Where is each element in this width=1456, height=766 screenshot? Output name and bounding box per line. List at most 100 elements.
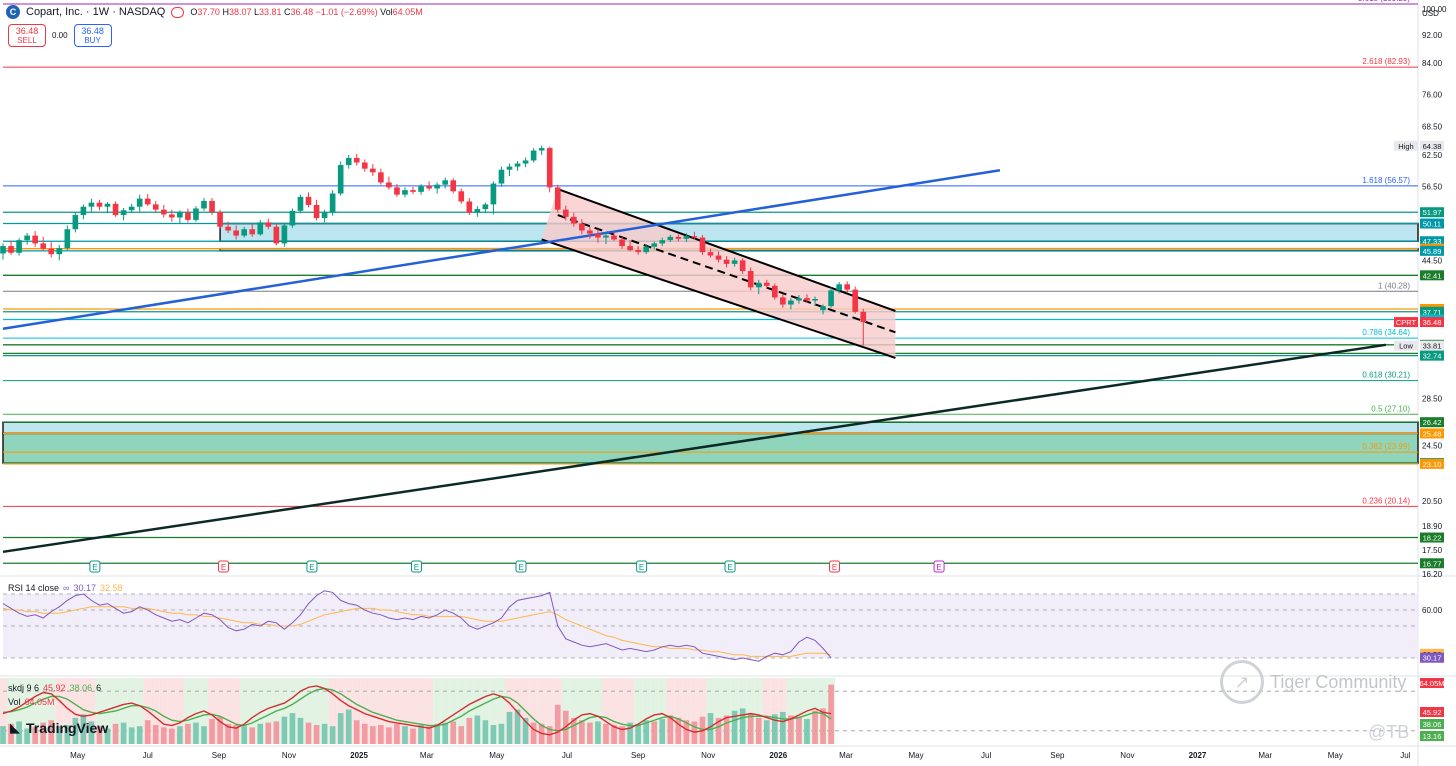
settings-icon[interactable]: ∞	[63, 583, 70, 593]
candle	[530, 148, 537, 163]
skdj-shade	[103, 678, 112, 744]
candle	[514, 160, 521, 171]
skdj-shade	[0, 678, 8, 744]
volume-legend[interactable]: Vol 64.05M	[8, 697, 55, 707]
skdj-value-tag	[1420, 707, 1444, 717]
candle	[80, 204, 87, 220]
skdj-value-text: 45.92	[1423, 708, 1442, 717]
candle	[699, 234, 706, 255]
level-price-tag	[1420, 236, 1444, 247]
volume-bar	[466, 717, 473, 744]
price-label-tag	[1394, 340, 1418, 351]
candle-body	[80, 206, 87, 216]
volume-bar	[249, 727, 256, 744]
candle-body	[257, 222, 264, 235]
volume-bar	[128, 727, 135, 744]
candle	[554, 184, 561, 213]
skdj-shade	[626, 678, 635, 744]
candle	[426, 181, 432, 191]
candle	[466, 198, 473, 216]
candle	[844, 281, 850, 293]
candle	[144, 194, 151, 207]
candle-body	[209, 200, 215, 213]
candle	[707, 248, 714, 258]
skdj-legend[interactable]: skdj 9 6 45.92 38.06 6	[8, 683, 102, 693]
candle	[796, 295, 802, 304]
tradingview-logo[interactable]: ◣ TradingView	[10, 720, 109, 736]
volume-bar	[402, 726, 408, 744]
volume-bar	[193, 722, 199, 744]
time-tick: 2026	[769, 751, 787, 760]
candle-body	[418, 186, 424, 192]
candle-body	[426, 186, 432, 189]
candle-body	[249, 229, 256, 235]
volume-bar	[394, 723, 400, 744]
level-price-text: 16.77	[1423, 559, 1442, 568]
candle-body	[723, 259, 730, 264]
level-price-text: 25.48	[1423, 429, 1442, 438]
level-price-text: 42.41	[1423, 271, 1442, 280]
volume-bar	[136, 726, 143, 744]
skdj-shade	[585, 678, 594, 744]
time-tick: May	[70, 751, 85, 760]
candle-body	[747, 271, 754, 288]
candle-body	[675, 236, 682, 239]
chart-header: C Copart, Inc. · 1W · NASDAQ O37.70 H38.…	[6, 5, 423, 19]
fib-label: 1 (40.28)	[1378, 281, 1410, 290]
skdj-shade	[167, 678, 176, 744]
candle	[450, 178, 457, 194]
symbol-title[interactable]: Copart, Inc. · 1W · NASDAQ	[26, 6, 166, 18]
skdj-shade	[770, 678, 779, 744]
volume-bar	[426, 726, 432, 744]
skdj-shade	[698, 678, 707, 744]
sell-button[interactable]: 36.48 SELL	[8, 24, 46, 47]
visibility-icon[interactable]	[171, 6, 185, 18]
skdj-shade	[256, 678, 265, 744]
skdj-shade	[601, 678, 611, 744]
skdj-shade	[95, 678, 104, 744]
skdj-shade	[682, 678, 691, 744]
high-price-label: High 64.38	[1394, 140, 1444, 151]
candle-body	[482, 204, 489, 210]
skdj-shade	[336, 678, 345, 744]
candle-body	[442, 180, 449, 185]
candle	[72, 212, 79, 233]
volume-bar	[16, 721, 22, 744]
support-zone	[2, 421, 1419, 435]
candle-body	[514, 163, 521, 167]
earnings-badge	[515, 560, 527, 573]
volume-bar	[160, 727, 167, 744]
price-tick: 20.50	[1422, 497, 1443, 506]
skdj-shade	[240, 678, 249, 744]
price-tick: 92.00	[1422, 31, 1443, 40]
skdj-shade	[384, 678, 393, 744]
candle	[321, 209, 328, 223]
candle	[209, 198, 215, 216]
skdj-shade	[79, 678, 88, 744]
volume-bar	[209, 719, 215, 744]
candle-body	[643, 246, 649, 253]
volume-bar	[313, 724, 320, 744]
level-price-text: 47.33	[1423, 237, 1442, 246]
earnings-badge	[636, 560, 648, 573]
volume-bar	[514, 709, 521, 744]
candle	[378, 168, 384, 185]
volume-bar	[169, 728, 175, 744]
volume-bar	[345, 709, 352, 744]
candle	[458, 188, 465, 204]
rsi-legend[interactable]: RSI 14 close ∞ 30.17 32.58	[8, 583, 123, 593]
price-label-text: Low	[1399, 342, 1413, 351]
skdj-shade	[666, 678, 675, 744]
candle-body	[321, 212, 328, 219]
fib-label: 0.786 (34.64)	[1362, 328, 1410, 337]
candle-body	[378, 172, 384, 183]
skdj-shade	[360, 678, 369, 744]
candle-body	[450, 180, 457, 192]
skdj-shade	[610, 678, 619, 744]
buy-button[interactable]: 36.48 BUY	[73, 24, 112, 47]
volume-bar	[587, 722, 593, 744]
volume-bar	[305, 722, 312, 744]
candle	[659, 237, 666, 247]
candle-body	[265, 222, 272, 227]
